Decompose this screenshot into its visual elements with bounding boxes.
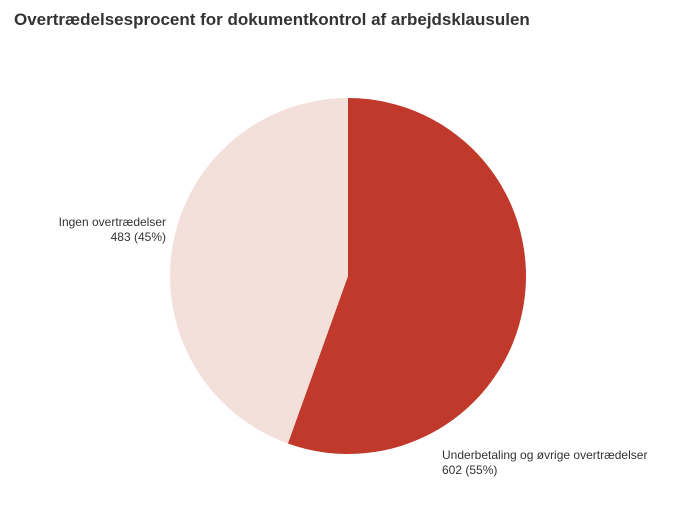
slice-label-underbetaling: Underbetaling og øvrige overtrædelser 60… [442,448,647,478]
pie-chart [0,0,696,522]
slice-label-ingen-overtraedelser: Ingen overtrædelser 483 (45%) [36,215,166,245]
